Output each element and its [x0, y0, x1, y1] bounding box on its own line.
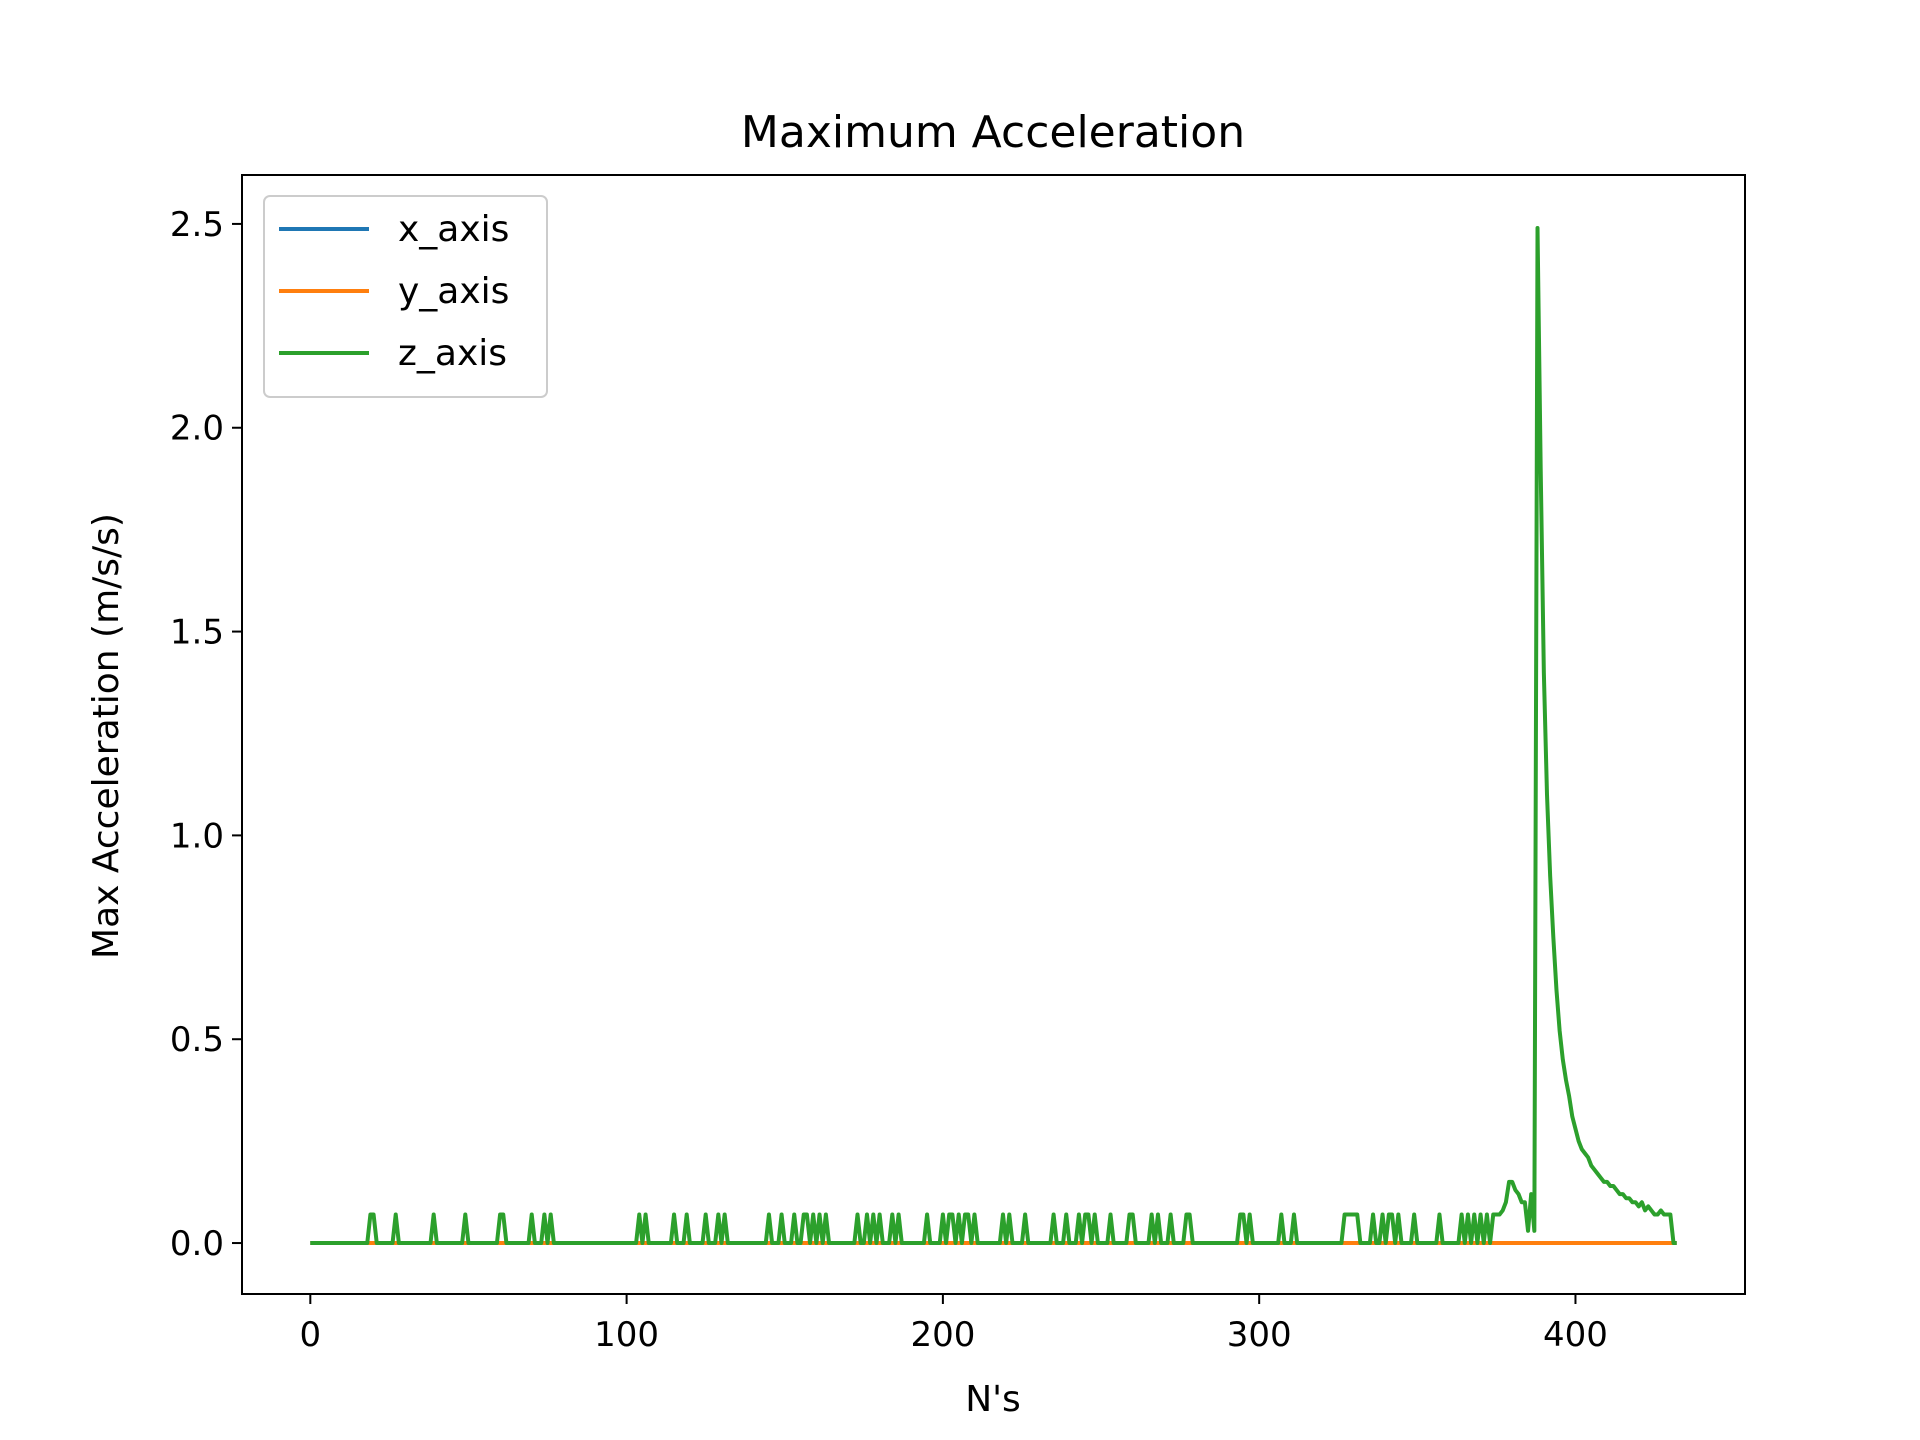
- y-tick-label: 1.0: [170, 816, 224, 856]
- legend-label: z_axis: [398, 333, 507, 374]
- y-tick-label: 2.0: [170, 409, 224, 449]
- y-tick-label: 2.5: [170, 205, 224, 245]
- x-tick-label: 400: [1543, 1315, 1608, 1355]
- series-line-z-axis: [310, 225, 1677, 1246]
- y-tick-label: 0.5: [170, 1020, 224, 1060]
- y-tick-label: 0.0: [170, 1224, 224, 1264]
- x-axis-ticks: 0 100 200 300 400: [299, 1294, 1608, 1355]
- legend-label: x_axis: [398, 209, 509, 250]
- x-tick-label: 300: [1227, 1315, 1292, 1355]
- legend-box: [263, 195, 548, 398]
- x-axis-label: N's: [965, 1379, 1021, 1420]
- y-axis-ticks: 0.0 0.5 1.0 1.5 2.0 2.5: [170, 205, 242, 1264]
- y-tick-label: 1.5: [170, 613, 224, 653]
- x-tick-label: 100: [594, 1315, 659, 1355]
- plot-area: [241, 174, 1746, 1295]
- legend: x_axis y_axis z_axis: [263, 195, 548, 398]
- x-tick-label: 200: [910, 1315, 975, 1355]
- legend-label: y_axis: [398, 271, 509, 312]
- x-tick-label: 0: [299, 1315, 321, 1355]
- plot-frame: [241, 174, 1746, 1295]
- chart-title: Maximum Acceleration: [741, 107, 1245, 158]
- y-axis-label: Max Acceleration (m/s/s): [86, 513, 127, 959]
